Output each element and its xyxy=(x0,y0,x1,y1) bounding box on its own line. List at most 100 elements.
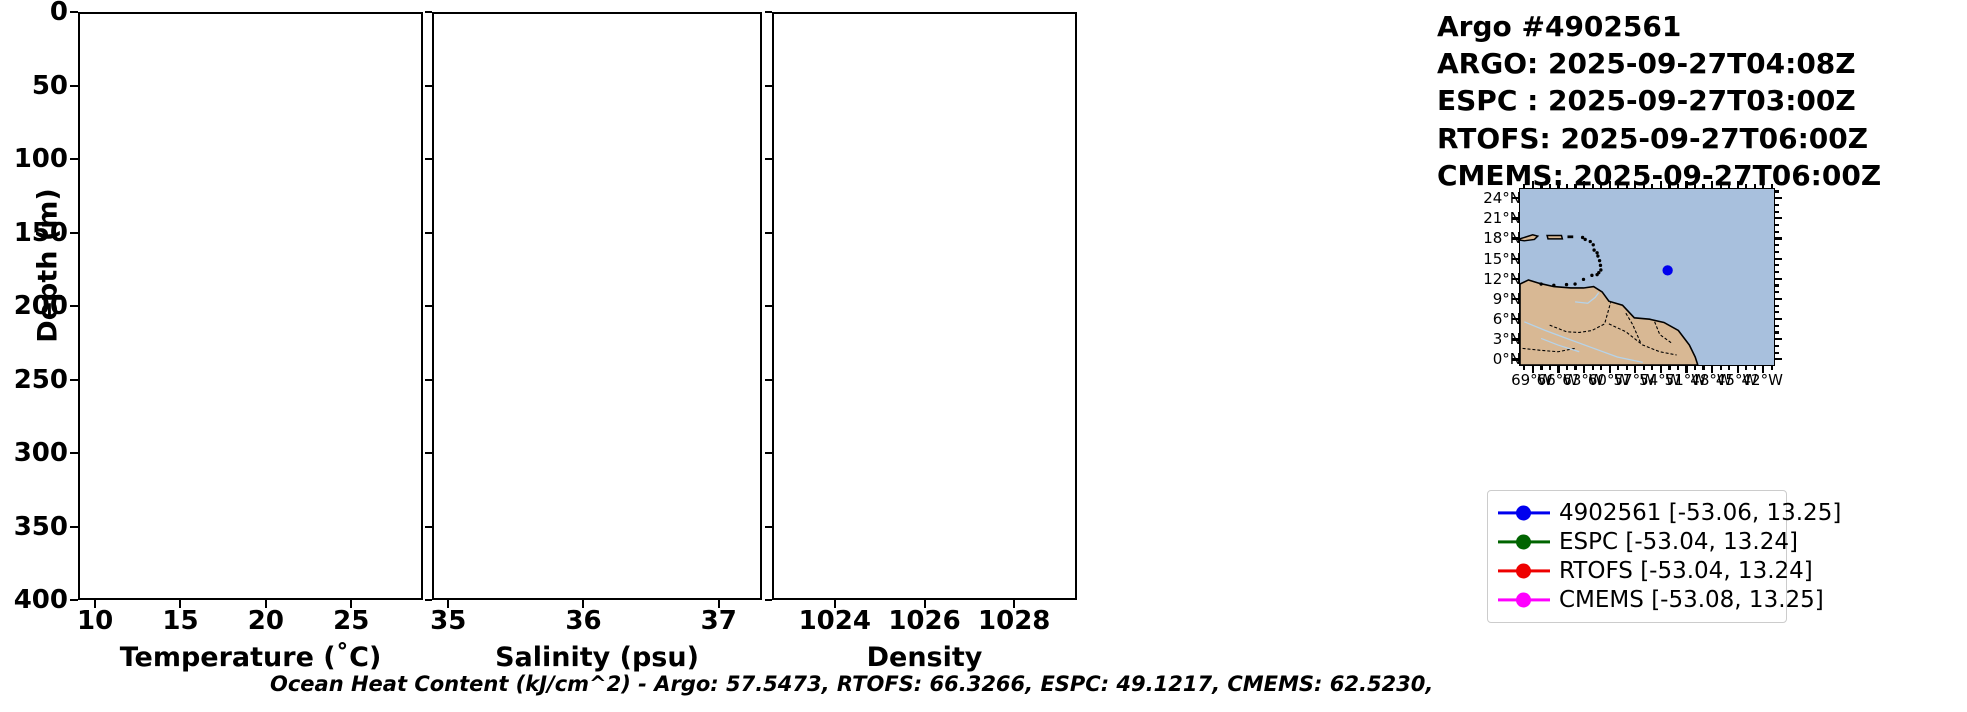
legend-label-espc: ESPC [-53.04, 13.24] xyxy=(1559,528,1798,555)
legend-swatch-cmems xyxy=(1498,591,1550,609)
map-island xyxy=(1598,263,1603,268)
info-line-1: ARGO: 2025-09-27T04:08Z xyxy=(1437,47,1856,81)
map-ytick-mark-right xyxy=(1775,304,1779,307)
map-ytick-mark-right xyxy=(1775,284,1779,287)
map-xtick-mark xyxy=(1693,366,1697,370)
legend-item-rtofs[interactable]: RTOFS [-53.04, 13.24] xyxy=(1498,556,1813,585)
series-legend[interactable]: 4902561 [-53.06, 13.25] ESPC [-53.04, 13.… xyxy=(1487,490,1841,623)
xtick-salinity-2: 37 xyxy=(700,606,737,636)
map-xtick-mark xyxy=(1625,184,1628,188)
info-line-2: ESPC : 2025-09-27T03:00Z xyxy=(1437,84,1856,118)
map-xtick-mark xyxy=(1745,184,1748,188)
map-ytick-mark-right xyxy=(1775,270,1779,274)
map-island xyxy=(1595,272,1599,277)
ytick-7: 350 xyxy=(13,511,68,542)
map-ytick-4: 12°N xyxy=(1483,269,1521,288)
x-axis-title-density: Density xyxy=(866,642,983,673)
ytick-mark xyxy=(425,525,432,528)
map-xtick-0: 69°W xyxy=(1511,371,1553,389)
map-ytick-7: 3°N xyxy=(1492,330,1521,349)
ytick-mark xyxy=(425,11,432,13)
map-xtick-mark xyxy=(1770,366,1773,370)
map-xtick-9: 42°W xyxy=(1741,371,1783,389)
map-axes: 24°N 21°N 18°N 15°N 12°N 9°N 6°N 3°N 0°N 69°W 66°W… xyxy=(1459,181,1789,389)
legend-dot-icon xyxy=(1516,563,1531,578)
legend-swatch-rtofs xyxy=(1498,562,1550,580)
map-xtick-mark xyxy=(1651,366,1654,370)
map-ytick-mark xyxy=(1512,297,1519,301)
map-island xyxy=(1564,282,1569,287)
map-ytick-mark-right xyxy=(1775,317,1782,321)
legend-item-argo[interactable]: 4902561 [-53.06, 13.25] xyxy=(1498,498,1841,527)
xtick-mark xyxy=(447,600,450,608)
info-line-0: Argo #4902561 xyxy=(1437,10,1682,43)
legend-item-espc[interactable]: ESPC [-53.04, 13.24] xyxy=(1498,527,1798,556)
map-ytick-mark-right xyxy=(1775,331,1779,334)
map-ytick-mark-right xyxy=(1775,311,1779,314)
xtick-density-2: 1028 xyxy=(978,606,1051,636)
map-xtick-mark xyxy=(1523,366,1526,370)
x-axis-title-temperature: Temperature (˚C) xyxy=(119,642,382,673)
map-xtick-mark xyxy=(1557,181,1560,188)
ytick-mark xyxy=(425,231,432,234)
map-ytick-mark-right xyxy=(1775,344,1779,348)
panel-density xyxy=(772,12,1077,600)
map-xtick-mark xyxy=(1719,184,1722,188)
legend-dot-icon xyxy=(1516,592,1531,607)
map-xtick-mark xyxy=(1736,181,1739,188)
ytick-mark xyxy=(70,452,78,454)
map-ytick-mark-right xyxy=(1775,291,1779,294)
ytick-mark xyxy=(425,452,432,454)
map-ytick-mark-right xyxy=(1775,210,1779,213)
ytick-mark xyxy=(425,158,432,160)
map-xtick-mark xyxy=(1745,366,1748,370)
xtick-mark xyxy=(94,600,97,608)
xtick-temperature-2: 20 xyxy=(247,606,284,636)
location-map: 24°N 21°N 18°N 15°N 12°N 9°N 6°N 3°N 0°N 69°W 66°W… xyxy=(1459,181,1789,389)
map-xtick-mark xyxy=(1642,184,1645,188)
map-xtick-mark xyxy=(1531,366,1534,373)
map-xtick-mark xyxy=(1540,184,1543,188)
map-xtick-mark xyxy=(1642,366,1645,370)
map-ytick-8: 0°N xyxy=(1492,350,1521,369)
map-ytick-mark-right xyxy=(1775,237,1782,240)
map-ytick-mark-right xyxy=(1775,297,1782,301)
map-ytick-mark xyxy=(1512,277,1519,281)
legend-item-cmems[interactable]: CMEMS [-53.08, 13.25] xyxy=(1498,585,1824,614)
legend-dot-icon xyxy=(1516,505,1531,520)
map-island xyxy=(1597,259,1602,263)
map-ytick-mark xyxy=(1512,217,1519,220)
map-xtick-mark xyxy=(1583,366,1586,373)
panel-frame xyxy=(772,12,1077,600)
map-xtick-mark xyxy=(1608,366,1611,373)
panel-temperature xyxy=(78,12,423,600)
ytick-mark xyxy=(765,231,772,234)
ytick-0: 0 xyxy=(49,0,68,27)
map-xtick-mark xyxy=(1770,184,1773,188)
float-position-marker xyxy=(1662,265,1673,276)
map-ytick-mark-right xyxy=(1775,244,1779,247)
map-xtick-4: 57°W xyxy=(1613,371,1655,389)
map-island xyxy=(1552,283,1556,287)
map-ytick-mark-right xyxy=(1775,217,1782,220)
xtick-mark xyxy=(179,600,182,608)
map-xtick-mark xyxy=(1523,184,1526,188)
panel-frame xyxy=(78,12,423,600)
map-island xyxy=(1573,282,1577,286)
ytick-mark xyxy=(70,525,78,528)
map-boundary xyxy=(1575,292,1600,304)
ytick-3: 150 xyxy=(13,217,68,248)
map-ytick-2: 18°N xyxy=(1483,229,1521,248)
map-ytick-mark-right xyxy=(1775,230,1779,233)
map-ytick-0: 24°N xyxy=(1483,189,1521,208)
ytick-mark xyxy=(70,378,78,381)
ytick-mark xyxy=(70,599,78,601)
map-xtick-3: 60°W xyxy=(1587,371,1630,389)
map-xtick-mark xyxy=(1548,184,1552,188)
map-boundary xyxy=(1540,337,1580,353)
map-ytick-mark-right xyxy=(1775,197,1782,200)
map-xtick-1: 66°W xyxy=(1536,371,1579,389)
map-xtick-mark xyxy=(1693,184,1697,188)
ytick-mark xyxy=(765,452,772,454)
map-ytick-mark-right xyxy=(1775,277,1782,280)
